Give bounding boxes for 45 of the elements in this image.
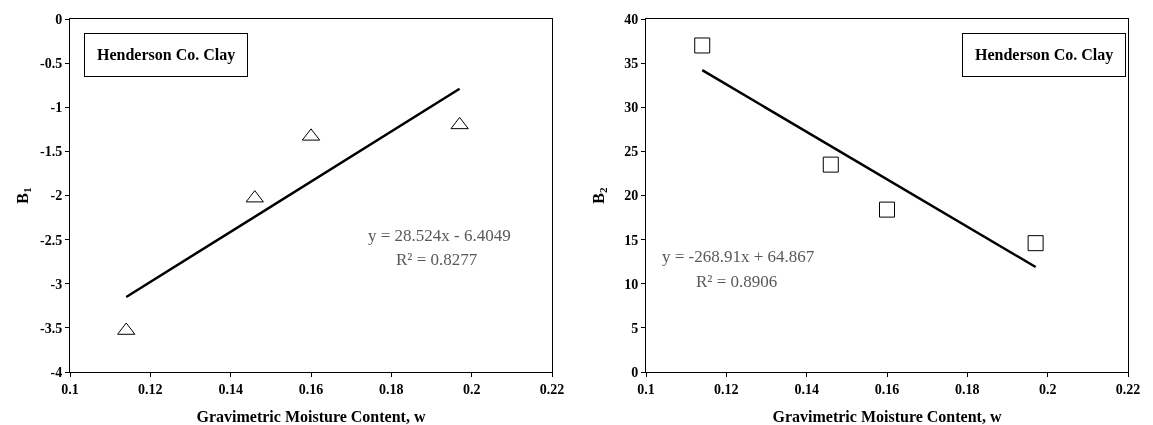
y-tick-label: 15 [624, 232, 639, 248]
x-tick-label: 0.2 [462, 381, 481, 397]
x-axis-title: Gravimetric Moisture Content, w [772, 408, 1002, 425]
annotation: Henderson Co. Clay [97, 46, 236, 64]
x-tick-label: 0.2 [1038, 381, 1057, 397]
annotation: R² = 0.8277 [396, 250, 478, 269]
annotation: Henderson Co. Clay [975, 46, 1114, 64]
point [822, 156, 839, 173]
y-tick-label: -3 [50, 276, 63, 292]
x-tick-label: 0.12 [138, 381, 163, 397]
x-tick-label: 0.22 [1115, 381, 1141, 397]
x-tick-label: 0.1 [637, 381, 655, 397]
y-tick-label: 25 [624, 144, 639, 160]
y-tick-label: -0.5 [40, 56, 63, 72]
y-tick-label: 35 [624, 56, 639, 72]
x-axis-title: Gravimetric Moisture Content, w [196, 408, 426, 425]
x-tick-label: 0.18 [379, 381, 404, 397]
y-tick-label: 40 [624, 11, 639, 27]
y-tick-label: 5 [631, 320, 639, 336]
point [694, 37, 711, 54]
x-tick-label: 0.18 [955, 381, 980, 397]
point [879, 201, 895, 218]
y-tick-label: 10 [624, 276, 639, 292]
y-tick-label: -3.5 [40, 320, 63, 336]
point [1027, 235, 1044, 252]
y-tick-label: 0 [631, 364, 639, 380]
y-tick-label: -1 [50, 100, 63, 116]
y-tick-label: -2.5 [40, 232, 63, 248]
x-tick-label: 0.16 [298, 381, 324, 397]
y-tick-label: -1.5 [40, 144, 63, 160]
y-tick-label: -4 [50, 364, 63, 380]
y-tick-label: 20 [624, 188, 639, 204]
x-tick-label: 0.1 [61, 381, 79, 397]
x-tick-label: 0.16 [874, 381, 900, 397]
y-tick-label: 30 [624, 100, 639, 116]
annotation: y = 28.524x - 6.4049 [368, 226, 511, 245]
y-tick-label: -2 [50, 188, 63, 204]
x-tick-label: 0.22 [539, 381, 565, 397]
x-tick-label: 0.14 [218, 381, 243, 397]
y-tick-label: 0 [55, 11, 63, 27]
annotation: y = -268.91x + 64.867 [662, 247, 815, 266]
x-tick-label: 0.14 [794, 381, 819, 397]
point [450, 116, 469, 130]
x-tick-label: 0.12 [714, 381, 739, 397]
annotation: R² = 0.8906 [696, 272, 778, 291]
